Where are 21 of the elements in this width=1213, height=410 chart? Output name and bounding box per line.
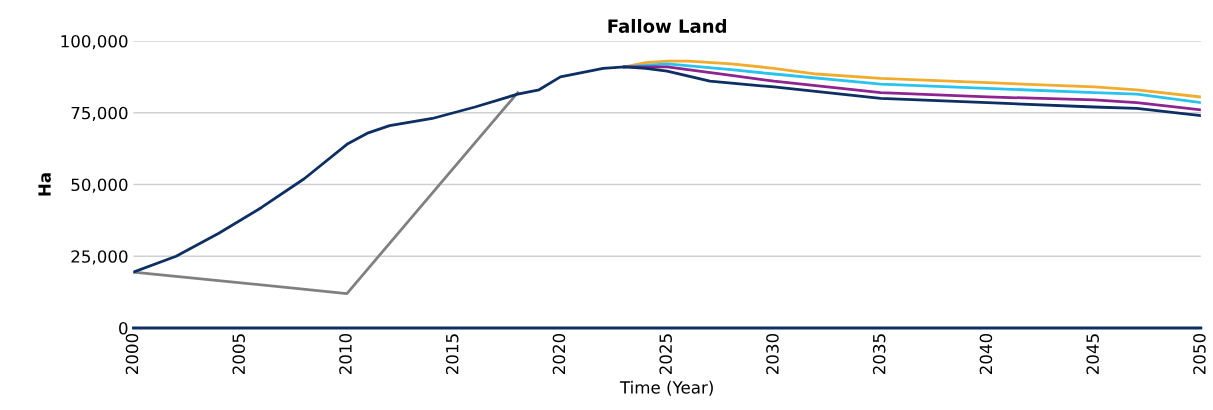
y-tick-label: 25,000 [71,250,128,265]
y-axis-title: Ha [38,173,51,196]
y-tick-label: 50,000 [71,178,128,193]
line-series [133,65,1201,274]
x-tick-label: 2040 [979,333,993,375]
y-tick-label: 75,000 [71,106,128,122]
y-tick-label: 100,000 [61,34,128,50]
x-tick-label: 2030 [766,333,779,375]
chart-title: Fallow Land [608,18,726,33]
x-tick-label: 2000 [125,333,139,375]
x-tick-label: 2020 [552,333,566,375]
x-tick-label: 2015 [445,334,459,375]
x-tick-label: 2050 [1193,333,1206,375]
x-tick-label: 2045 [1086,334,1099,375]
x-axis-title: Time (Year) [619,380,713,396]
line-series [623,65,1201,112]
y-tick-label: 0 [119,321,128,335]
x-tick-label: 2035 [872,334,886,375]
x-tick-label: 2025 [659,334,672,375]
x-tick-label: 2010 [339,333,352,375]
x-tick-label: 2005 [232,334,246,375]
